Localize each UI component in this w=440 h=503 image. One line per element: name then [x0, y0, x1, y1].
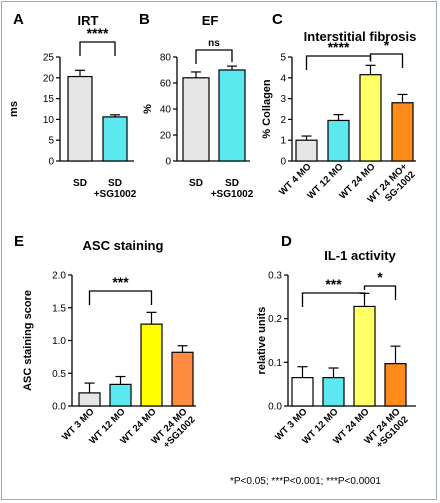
bar: [140, 323, 163, 407]
y-tick-label: 1.5: [52, 303, 66, 314]
y-tick-label: 20: [160, 131, 172, 142]
chart-title: EF: [202, 13, 219, 28]
bar: [384, 363, 407, 407]
bar: [391, 102, 414, 162]
y-tick-label: 2.0: [52, 271, 66, 282]
bar: [182, 77, 210, 162]
bar: [359, 74, 382, 162]
y-tick-label: 15: [43, 94, 55, 105]
panel-e: E ASC staining 0.0 0.5 1.0 1.5 2.0 ASC staining…: [14, 233, 198, 451]
y-axis-label: ms: [8, 101, 20, 117]
panel-letter: A: [13, 11, 24, 28]
x-tick-label: SD: [225, 178, 239, 189]
significance-bracket: [301, 292, 366, 307]
y-axis-label: %: [142, 104, 154, 114]
bar: [327, 119, 350, 162]
y-tick-label: 10: [43, 115, 55, 126]
y-tick-label: 60: [160, 79, 172, 90]
x-tick-label: +SG1002: [94, 189, 137, 200]
chart-title: IRT: [78, 13, 99, 28]
y-tick-label: 40: [160, 105, 172, 116]
y-tick-label: 2: [280, 115, 286, 126]
bar: [102, 116, 128, 162]
panel-letter: B: [139, 11, 150, 28]
bar: [295, 139, 318, 162]
y-tick-label: 0: [165, 157, 171, 168]
panel-letter: D: [281, 233, 292, 250]
significance-bracket: [79, 41, 116, 56]
y-tick-label: 5: [280, 53, 286, 64]
y-axis-label: % Collagen: [261, 79, 273, 139]
significance-bracket: [305, 55, 372, 70]
significance-label: ns: [208, 38, 220, 49]
y-axis-label: relative units: [256, 307, 268, 375]
bar: [322, 377, 345, 407]
panel-letter: E: [14, 233, 24, 250]
significance-label: ***: [112, 274, 129, 290]
footnote: *P<0.05; ***P<0.001; ***P<0.0001: [230, 476, 381, 487]
y-tick-label: 0.0: [52, 402, 66, 413]
x-tick-label: +SG1002: [211, 189, 254, 200]
significance-bracket: [369, 53, 404, 68]
significance-label: ***: [325, 276, 342, 292]
x-tick-label: SD: [73, 178, 87, 189]
y-tick-label: 5: [48, 136, 54, 147]
x-tick-label: SD: [108, 178, 122, 189]
bar: [291, 377, 314, 407]
significance-label: ****: [87, 25, 109, 41]
y-tick-label: 25: [43, 53, 55, 64]
y-tick-label: 1: [280, 136, 286, 147]
chart-title: Interstitial fibrosis: [304, 29, 417, 44]
y-tick-label: 0: [48, 157, 54, 168]
significance-bracket: [195, 49, 233, 64]
panel-d: D IL-1 activity 0.0 0.1 0.2 0.3 relative units…: [256, 233, 416, 451]
bar: [109, 383, 132, 407]
significance-label: *: [384, 37, 390, 53]
bar: [353, 305, 376, 407]
x-tick-label: SD: [189, 178, 203, 189]
y-tick-label: 20: [43, 73, 55, 84]
y-axis-label: ASC staining score: [22, 290, 34, 391]
y-tick-label: 1.0: [52, 336, 66, 347]
y-tick-label: 0.3: [268, 271, 282, 282]
chart-title: ASC staining: [83, 238, 164, 253]
y-tick-label: 0.2: [268, 314, 282, 325]
y-tick-label: 0.5: [52, 369, 66, 380]
significance-bracket: [88, 290, 153, 305]
y-tick-label: 0.0: [268, 402, 282, 413]
y-tick-label: 3: [280, 94, 286, 105]
y-tick-label: 4: [280, 73, 286, 84]
bar: [171, 351, 194, 407]
panel-letter: C: [272, 11, 283, 28]
bar: [67, 75, 93, 162]
significance-label: *: [377, 269, 383, 285]
y-tick-label: 0: [280, 157, 286, 168]
y-tick-label: 0.1: [268, 358, 282, 369]
bar: [78, 392, 101, 407]
chart-title: IL-1 activity: [324, 248, 396, 263]
significance-bracket: [363, 285, 397, 300]
significance-label: ****: [328, 39, 350, 55]
bar: [218, 69, 246, 162]
y-tick-label: 80: [160, 53, 172, 64]
